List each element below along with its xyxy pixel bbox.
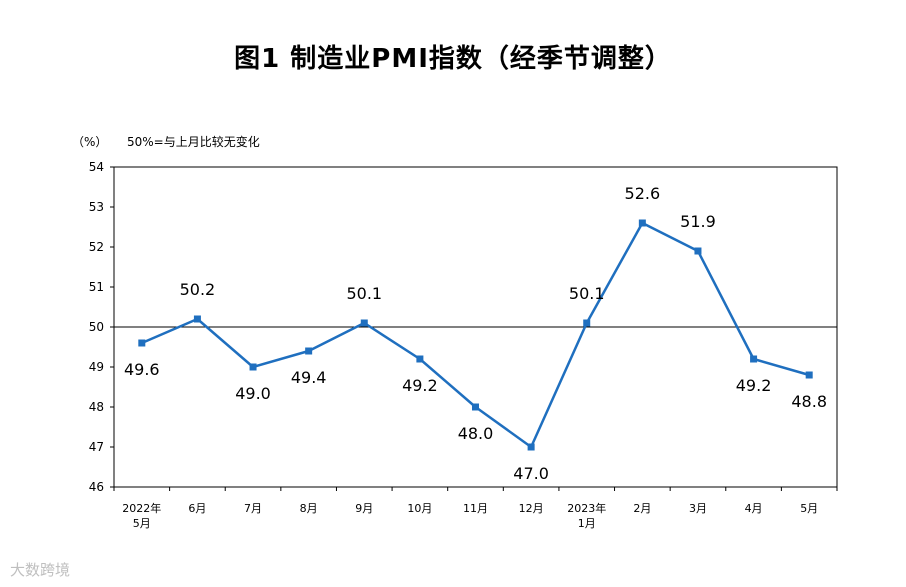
y-tick-label: 49	[89, 360, 104, 374]
x-tick-label-line: 2月	[633, 502, 651, 515]
data-label: 50.1	[346, 284, 382, 303]
y-tick-label: 47	[89, 440, 104, 454]
reference-note: 50%=与上月比较无变化	[127, 135, 260, 149]
x-tick-label: 12月	[519, 502, 544, 515]
x-tick-label-line: 4月	[745, 502, 763, 515]
data-point-marker	[472, 403, 479, 411]
x-tick-label: 9月	[355, 502, 373, 515]
data-label: 48.0	[458, 424, 494, 443]
data-label: 49.2	[402, 376, 438, 395]
data-label: 50.2	[180, 280, 216, 299]
data-label: 50.1	[569, 284, 605, 303]
x-tick-label: 3月	[689, 502, 707, 515]
y-tick-label: 52	[89, 240, 104, 254]
y-tick-label: 53	[89, 200, 104, 214]
data-label: 51.9	[680, 212, 716, 231]
x-tick-label-line: 5月	[800, 502, 818, 515]
data-point-marker	[305, 347, 313, 355]
data-label: 47.0	[513, 464, 549, 483]
data-label: 49.6	[124, 360, 160, 379]
y-tick-label: 46	[89, 480, 104, 494]
x-tick-label-line: 11月	[463, 502, 488, 515]
data-point-marker	[805, 371, 813, 379]
x-tick-label: 7月	[244, 502, 262, 515]
x-tick-label-line: 6月	[188, 502, 206, 515]
watermark-text: 大数跨境	[10, 561, 71, 579]
series-line	[141, 221, 810, 449]
x-tick-label-line: 3月	[689, 502, 707, 515]
data-point-marker	[638, 219, 646, 227]
x-tick-label-line: 5月	[133, 517, 151, 530]
y-tick-label: 51	[89, 280, 104, 294]
x-tick-label: 6月	[188, 502, 206, 515]
x-tick-label-line: 1月	[578, 517, 596, 530]
data-point-marker	[416, 355, 424, 363]
data-point-marker	[583, 319, 591, 327]
data-label: 49.2	[736, 376, 772, 395]
x-tick-label-line: 10月	[407, 502, 432, 515]
x-tick-label: 10月	[407, 502, 432, 515]
y-unit-label: （%）	[72, 135, 108, 149]
data-point-marker	[138, 339, 146, 347]
data-label: 52.6	[625, 184, 661, 203]
data-label: 49.0	[235, 384, 271, 403]
data-label: 48.8	[791, 392, 827, 411]
x-tick-label: 11月	[463, 502, 488, 515]
data-point-marker	[750, 355, 758, 363]
x-tick-label-line: 2022年	[122, 501, 161, 515]
x-tick-label-line: 2023年	[567, 501, 606, 515]
x-tick-label: 8月	[300, 502, 318, 515]
x-tick-label-line: 8月	[300, 502, 318, 515]
data-point-marker	[527, 443, 535, 451]
x-tick-label: 2月	[633, 502, 651, 515]
x-tick-label-line: 9月	[355, 502, 373, 515]
data-point-marker	[694, 247, 702, 255]
chart-title: 图1 制造业PMI指数（经季节调整）	[234, 44, 672, 74]
data-label: 49.4	[291, 368, 327, 387]
data-point-marker	[360, 319, 368, 327]
x-tick-label: 5月	[800, 502, 818, 515]
y-tick-label: 54	[89, 160, 104, 174]
x-tick-label: 2023年 1月	[567, 501, 606, 530]
y-tick-label: 48	[89, 400, 104, 414]
y-tick-label: 50	[89, 320, 104, 334]
x-tick-label-line: 7月	[244, 502, 262, 515]
x-tick-label-line: 12月	[519, 502, 544, 515]
data-point-marker	[193, 315, 201, 323]
data-point-marker	[249, 363, 257, 371]
x-tick-label: 4月	[745, 502, 763, 515]
x-tick-label: 2022年 5月	[122, 501, 161, 530]
